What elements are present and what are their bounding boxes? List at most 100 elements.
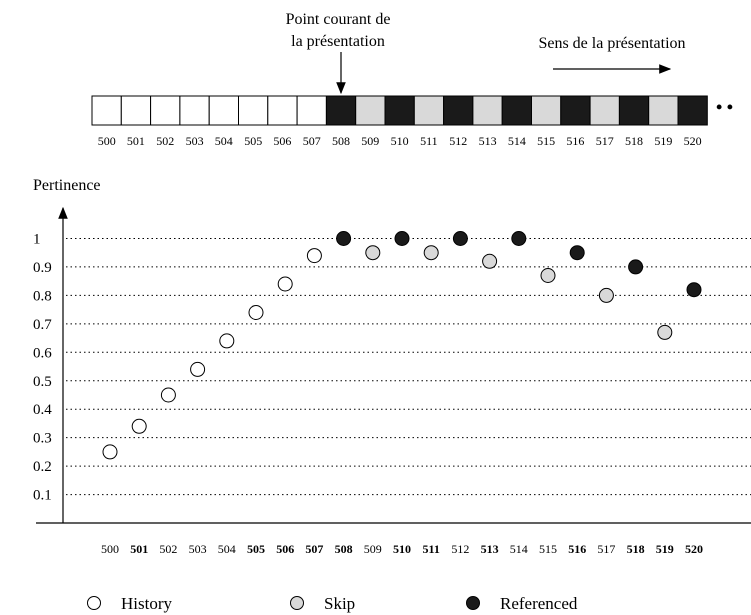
timeline-block-506 <box>267 95 298 126</box>
y-tick-0.4: 0.4 <box>33 402 52 418</box>
point-referenced-514 <box>511 231 527 246</box>
y-tick-1: 1 <box>33 232 41 248</box>
point-skip-509 <box>365 245 381 261</box>
point-history-500 <box>102 444 118 460</box>
timeline-label-500: 500 <box>98 134 116 148</box>
timeline-block-507 <box>296 95 327 126</box>
point-referenced-520 <box>686 282 702 298</box>
y-tick-0.8: 0.8 <box>33 288 52 304</box>
timeline-label-504: 504 <box>215 134 233 148</box>
timeline-label-501: 501 <box>127 134 145 148</box>
timeline-block-516 <box>560 95 591 126</box>
current-point-label-line1: Point courant de <box>286 11 391 28</box>
timeline-block-518 <box>618 95 650 126</box>
timeline-label-509: 509 <box>361 134 379 148</box>
x-tick-513: 513 <box>481 542 499 556</box>
timeline-block-511 <box>413 95 445 126</box>
x-tick-516: 516 <box>568 542 586 556</box>
timeline-label-506: 506 <box>273 134 291 148</box>
point-referenced-512 <box>452 231 468 246</box>
timeline-block-501 <box>120 95 152 126</box>
timeline-label-511: 511 <box>420 134 438 148</box>
point-skip-517 <box>598 287 614 303</box>
x-tick-505: 505 <box>247 542 265 556</box>
gridlines <box>66 238 751 496</box>
timeline-block-519 <box>648 95 679 126</box>
point-skip-513 <box>482 253 498 269</box>
x-tick-501: 501 <box>130 542 148 556</box>
direction-label: Sens de la présentation <box>538 35 685 52</box>
x-tick-502: 502 <box>159 542 177 556</box>
timeline-label-502: 502 <box>156 134 174 148</box>
timeline-label-514: 514 <box>508 134 526 148</box>
x-tick-500: 500 <box>101 542 119 556</box>
point-history-503 <box>190 361 206 377</box>
legend: History Skip Referenced <box>87 594 578 613</box>
x-tick-labels: 500 501 502 503 504 505 506 507 508 509 510 511 512 5… <box>101 542 703 556</box>
timeline-block-504 <box>208 95 239 126</box>
x-tick-518: 518 <box>627 542 645 556</box>
point-history-502 <box>160 387 176 403</box>
x-tick-519: 519 <box>656 542 674 556</box>
x-tick-511: 511 <box>423 542 440 556</box>
timeline-block-517 <box>589 95 620 126</box>
timeline-block-513 <box>472 95 503 126</box>
current-point-label-line2: la présentation <box>291 33 385 50</box>
timeline-block-503 <box>179 95 210 126</box>
x-tick-514: 514 <box>510 542 528 556</box>
timeline-label-507: 507 <box>303 134 321 148</box>
legend-skip-marker <box>290 596 304 610</box>
y-tick-labels: 0.1 0.2 0.3 0.4 0.5 0.6 0.7 0.8 0.9 1 <box>33 232 52 504</box>
point-referenced-510 <box>394 231 410 246</box>
presentation-timeline: 500 501 502 503 504 505 506 507 508 509 510 511 512 5… <box>91 95 708 148</box>
point-history-501 <box>131 418 147 434</box>
x-tick-520: 520 <box>685 542 703 556</box>
y-tick-0.7: 0.7 <box>33 317 52 333</box>
point-skip-511 <box>423 245 439 261</box>
timeline-label-513: 513 <box>479 134 497 148</box>
point-history-505 <box>248 305 264 320</box>
data-points <box>102 231 702 460</box>
timeline-block-520 <box>677 95 708 126</box>
x-tick-515: 515 <box>539 542 557 556</box>
legend-referenced-marker <box>466 596 480 610</box>
timeline-label-516: 516 <box>566 134 584 148</box>
timeline-block-502 <box>150 95 181 126</box>
point-history-504 <box>219 333 235 349</box>
timeline-block-515 <box>531 95 562 126</box>
x-tick-508: 508 <box>335 542 353 556</box>
x-tick-507: 507 <box>305 542 323 556</box>
x-tick-509: 509 <box>364 542 382 556</box>
x-tick-503: 503 <box>189 542 207 556</box>
legend-history-marker <box>87 596 101 610</box>
timeline-label-508: 508 <box>332 134 350 148</box>
y-axis-label: Pertinence <box>33 177 101 194</box>
timeline-label-510: 510 <box>391 134 409 148</box>
y-tick-0.3: 0.3 <box>33 431 52 447</box>
x-tick-504: 504 <box>218 542 236 556</box>
x-tick-517: 517 <box>597 542 615 556</box>
legend-skip-label: Skip <box>324 594 355 613</box>
timeline-block-500 <box>91 95 122 126</box>
point-skip-515 <box>540 268 556 283</box>
point-referenced-508 <box>336 231 352 246</box>
timeline-label-518: 518 <box>625 134 643 148</box>
timeline-ellipsis: • • <box>716 97 733 117</box>
point-referenced-516 <box>569 245 585 261</box>
x-tick-510: 510 <box>393 542 411 556</box>
x-tick-512: 512 <box>451 542 469 556</box>
timeline-label-517: 517 <box>596 134 614 148</box>
timeline-label-505: 505 <box>244 134 262 148</box>
timeline-block-509 <box>355 95 386 126</box>
point-referenced-518 <box>628 259 644 275</box>
y-tick-0.1: 0.1 <box>33 488 52 504</box>
legend-referenced-label: Referenced <box>500 594 578 613</box>
point-history-507 <box>306 248 322 264</box>
timeline-label-520: 520 <box>684 134 702 148</box>
timeline-block-510 <box>384 95 415 126</box>
y-tick-0.9: 0.9 <box>33 260 52 276</box>
timeline-label-515: 515 <box>537 134 555 148</box>
point-skip-519 <box>657 324 673 340</box>
timeline-block-512 <box>443 95 474 126</box>
